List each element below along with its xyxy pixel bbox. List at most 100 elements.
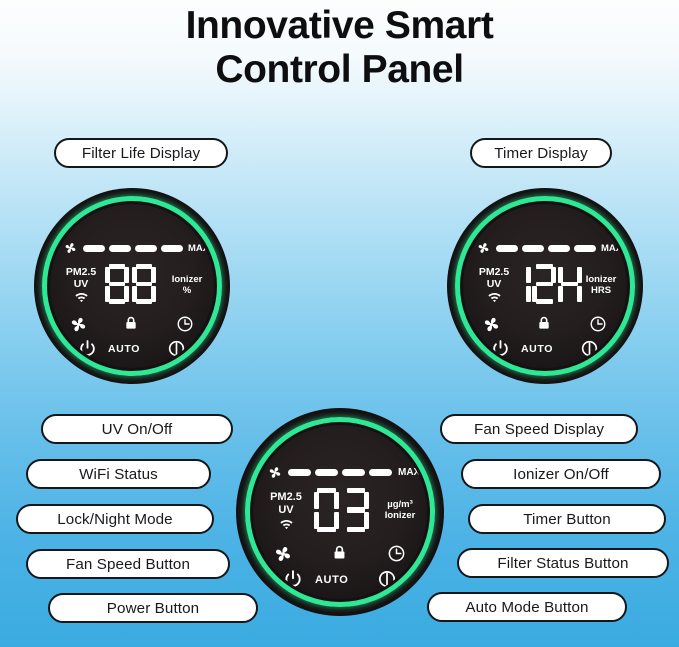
ionizer-label: Ionizer (171, 274, 203, 285)
callout-fan-speed-button[interactable]: Fan Speed Button (26, 549, 230, 579)
segment-a (317, 488, 336, 494)
value-display (307, 485, 379, 535)
ionizer-label: Ionizer (384, 510, 416, 522)
wifi-icon (59, 292, 103, 303)
segment-d (317, 526, 336, 532)
fan-bar (161, 244, 183, 252)
callout-ionizer-on-off[interactable]: Ionizer On/Off (461, 459, 661, 489)
segment-e (104, 286, 110, 302)
timer-button[interactable] (386, 543, 406, 563)
ionizer-button[interactable] (166, 338, 186, 358)
filter-life-panel[interactable]: MAX PM2.5 UV 88 Ionizer (34, 188, 230, 384)
segment-a (135, 263, 153, 269)
fan-bar (315, 468, 338, 477)
timer-button[interactable] (588, 314, 607, 333)
seven-segment-digit (532, 263, 557, 305)
callout-wifi-status[interactable]: WiFi Status (26, 459, 211, 489)
segment-a (511, 264, 528, 269)
segment-c (525, 286, 531, 302)
segment-b (551, 267, 557, 283)
auto-mode-button[interactable]: AUTO (315, 574, 349, 586)
callout-timer-button[interactable]: Timer Button (468, 504, 666, 534)
panel-display-face: MAX PM2.5 UV 03 µg/m³ Ionizer (253, 425, 427, 599)
segment-a (561, 264, 578, 269)
segment-f (532, 267, 537, 282)
left-indicator-stack: PM2.5 UV (263, 491, 309, 530)
unit-label: HRS (590, 285, 612, 297)
fan-bar (342, 468, 365, 477)
auto-mode-button[interactable]: AUTO (521, 343, 553, 355)
segment-g (561, 281, 578, 287)
seven-segment-digit (507, 264, 531, 304)
seven-segment-digit (313, 488, 340, 532)
left-indicator-stack: PM2.5 UV (59, 266, 103, 303)
lock-button[interactable] (330, 543, 349, 562)
fan-speed-button[interactable] (272, 543, 293, 564)
fan-bar (135, 244, 157, 252)
segment-d (535, 299, 553, 305)
value-display (507, 261, 583, 307)
page-title-line-1: Innovative Smart (185, 4, 494, 47)
callout-uv-on-off[interactable]: UV On/Off (41, 414, 233, 444)
segment-a (346, 488, 366, 494)
right-label-stack: µg/m³ Ionizer (373, 499, 427, 521)
uv-label: UV (486, 278, 502, 291)
segment-g (511, 282, 528, 287)
power-button[interactable] (282, 568, 303, 589)
callout-power-button[interactable]: Power Button (48, 593, 258, 623)
auto-mode-button[interactable]: AUTO (108, 343, 140, 355)
callout-auto-mode-button[interactable]: Auto Mode Button (427, 592, 627, 622)
uv-label: UV (73, 278, 89, 291)
callout-filter-status-button[interactable]: Filter Status Button (457, 548, 669, 578)
fan-bar (109, 244, 131, 252)
fan-bar (496, 244, 518, 252)
segment-d (108, 299, 126, 305)
ionizer-button[interactable] (579, 338, 599, 358)
status-ring (42, 196, 222, 376)
wifi-icon (263, 519, 309, 530)
fan-speed-display: MAX (63, 241, 209, 255)
seven-segment-digit (343, 488, 369, 532)
segment-e (557, 286, 563, 302)
fan-bar (548, 244, 570, 252)
segment-c (334, 512, 340, 530)
segment-b (576, 267, 582, 283)
callout-filter-life-display[interactable]: Filter Life Display (54, 138, 228, 168)
segment-e (313, 512, 319, 530)
uv-label: UV (278, 503, 294, 516)
callout-timer-display[interactable]: Timer Display (470, 138, 612, 168)
fan-bar (574, 244, 596, 252)
segment-f (343, 492, 348, 509)
segment-c (576, 286, 582, 302)
wifi-icon (472, 292, 516, 303)
pm25-label: PM2.5 (478, 266, 510, 278)
ionizer-label: Ionizer (585, 274, 617, 285)
air-quality-panel[interactable]: MAX PM2.5 UV 03 µg/m³ Ionizer (236, 408, 444, 616)
segment-f (132, 267, 137, 283)
segment-g (108, 281, 126, 287)
fan-bar (522, 244, 544, 252)
segment-d (135, 299, 153, 305)
segment-d (561, 299, 578, 304)
callout-lock-night-mode[interactable]: Lock/Night Mode (16, 504, 214, 534)
unit-label: % (182, 285, 192, 297)
ionizer-button[interactable] (376, 568, 397, 589)
fan-speed-button[interactable] (68, 314, 88, 334)
lock-button[interactable] (535, 314, 553, 332)
fan-speed-display: MAX (267, 465, 420, 480)
page-title: Innovative Smart Control Panel (0, 0, 679, 91)
panel-display-face: MAX PM2.5 UV 88 Ionizer (50, 204, 214, 368)
fan-speed-button[interactable] (481, 314, 501, 334)
callout-fan-speed-display[interactable]: Fan Speed Display (440, 414, 638, 444)
max-label: MAX (601, 242, 623, 254)
fan-icon (476, 241, 491, 255)
fan-speed-bars (496, 244, 596, 252)
segment-b (363, 491, 369, 509)
segment-d (511, 299, 528, 304)
power-button[interactable] (490, 338, 510, 358)
power-button[interactable] (77, 338, 97, 358)
timer-panel[interactable]: MAX PM2.5 UV 12H Ionizer HRS (447, 188, 643, 384)
segment-a (535, 263, 553, 269)
lock-button[interactable] (122, 314, 140, 332)
timer-button[interactable] (175, 314, 194, 333)
